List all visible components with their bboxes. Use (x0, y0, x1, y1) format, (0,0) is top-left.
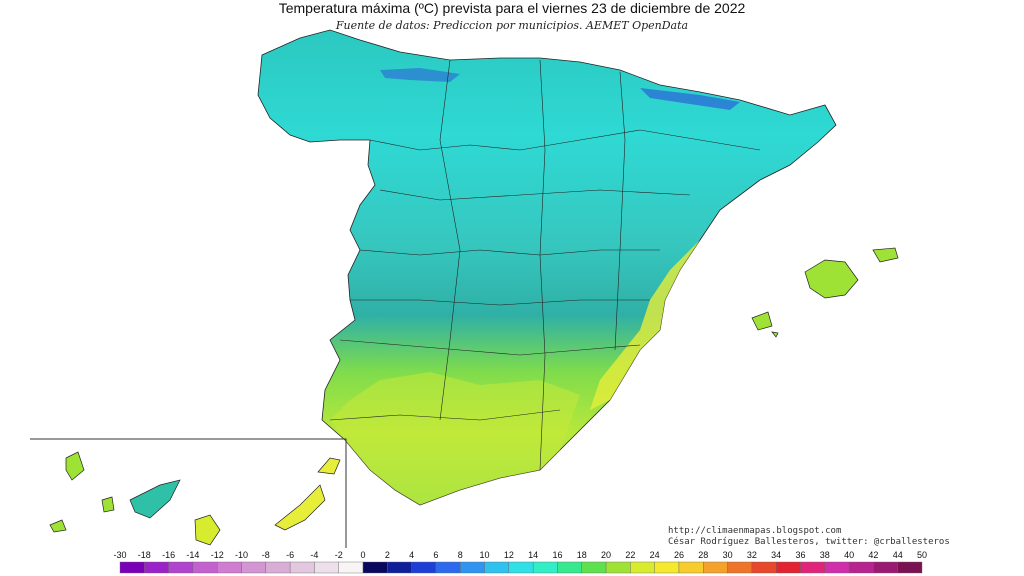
legend-swatch (508, 561, 534, 574)
legend-tick-label: 26 (674, 550, 684, 560)
legend-tick-label: 22 (625, 550, 635, 560)
legend-swatch (289, 561, 315, 574)
legend-tick-label: -2 (335, 550, 343, 560)
legend-swatch (411, 561, 437, 574)
legend-tick-label: 14 (528, 550, 538, 560)
legend-swatch (751, 561, 777, 574)
legend-swatch (800, 561, 825, 574)
legend-swatch (775, 561, 801, 574)
legend-tick-label: -10 (235, 550, 248, 560)
legend-swatch (897, 561, 923, 574)
legend-tick-label: -8 (262, 550, 270, 560)
cantabrian-cold-zone (380, 68, 460, 82)
legend-tick-label: -30 (113, 550, 126, 560)
legend-tick-label: 4 (409, 550, 414, 560)
legend-tick-label: 44 (893, 550, 903, 560)
legend-tick-label: 28 (698, 550, 708, 560)
legend-tick-label: -12 (211, 550, 224, 560)
legend-tick-label: -4 (310, 550, 318, 560)
legend-swatch (144, 561, 169, 574)
legend-swatch (678, 561, 704, 574)
legend-swatch (119, 561, 145, 574)
southern-warm-zone (330, 372, 580, 505)
legend-tick-label: -18 (138, 550, 151, 560)
legend-swatch (168, 561, 194, 574)
legend-swatch (703, 561, 728, 574)
legend-tick-label: -6 (286, 550, 294, 560)
legend-swatch (605, 561, 631, 574)
legend-swatch (557, 561, 582, 574)
legend-tick-label: 30 (723, 550, 733, 560)
legend-tick-label: 34 (771, 550, 781, 560)
credit-author: César Rodríguez Ballesteros, twitter: @c… (668, 537, 950, 547)
legend-swatch (630, 561, 655, 574)
legend-swatch (192, 561, 218, 574)
legend-tick-label: 24 (650, 550, 660, 560)
temperature-map (30, 29, 899, 548)
menorca (872, 247, 899, 263)
legend-tick-label: 18 (577, 550, 587, 560)
formentera (771, 331, 779, 338)
legend-swatch (654, 561, 680, 574)
legend-tick-label: 20 (601, 550, 611, 560)
credit-url: http://climaenmapas.blogspot.com (668, 526, 842, 536)
legend-swatch (362, 561, 388, 574)
legend-tick-label: 2 (385, 550, 390, 560)
legend-swatch (241, 561, 267, 574)
mallorca (804, 259, 859, 299)
legend-tick-label: 40 (844, 550, 854, 560)
legend-tick-label: 12 (504, 550, 514, 560)
legend-tick-label: 38 (820, 550, 830, 560)
ibiza (751, 311, 773, 331)
canary-inset-frame (30, 438, 347, 548)
legend-swatch (873, 561, 898, 574)
legend-tick-label: 16 (552, 550, 562, 560)
legend-tick-label: 32 (747, 550, 757, 560)
legend-tick-label: 10 (480, 550, 490, 560)
legend-swatches (119, 561, 923, 574)
legend-swatch (217, 561, 242, 574)
canary-islands (49, 451, 341, 546)
legend-swatch (727, 561, 753, 574)
legend-tick-label: 36 (795, 550, 805, 560)
legend-swatch (435, 561, 461, 574)
map-title: Temperatura máxima (ºC) prevista para el… (278, 0, 746, 16)
color-legend: -30 -18 -16 -14 -12 -10 -8 -6 -4 -2 0 2 4 6 8 10 12 14 16 1… (113, 550, 927, 574)
legend-tick-label: 50 (917, 550, 927, 560)
legend-tick-label: 0 (361, 550, 366, 560)
legend-swatch (338, 561, 364, 574)
legend-swatch (532, 561, 558, 574)
legend-swatch (265, 561, 291, 574)
legend-swatch (314, 561, 339, 574)
legend-swatch (484, 561, 510, 574)
legend-tick-label: 42 (868, 550, 878, 560)
legend-tick-label: 6 (433, 550, 438, 560)
province-borders (329, 59, 761, 471)
legend-swatch (581, 561, 607, 574)
legend-swatch (824, 561, 850, 574)
legend-swatch (848, 561, 874, 574)
legend-tick-label: -14 (186, 550, 199, 560)
map-subtitle: Fuente de datos: Prediccion por municipi… (335, 19, 689, 32)
pyrenees-cold-zone (640, 88, 740, 110)
legend-tick-label: -16 (162, 550, 175, 560)
legend-ticks: -30 -18 -16 -14 -12 -10 -8 -6 -4 -2 0 2 4 6 8 10 12 14 16 1… (113, 550, 927, 560)
legend-swatch (460, 561, 485, 574)
legend-swatch (387, 561, 412, 574)
eastern-warm-zone (590, 240, 700, 410)
legend-tick-label: 8 (458, 550, 463, 560)
